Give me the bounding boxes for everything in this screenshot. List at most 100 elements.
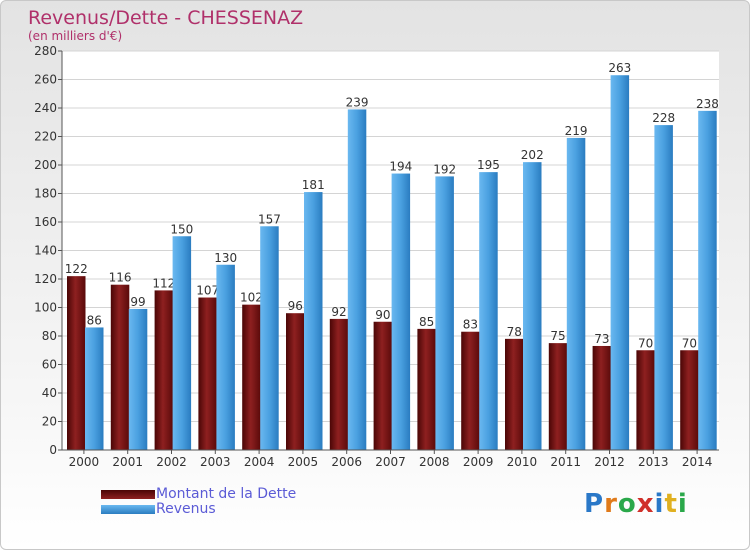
debt-bar — [373, 321, 393, 450]
x-tick-label: 2008 — [419, 455, 450, 469]
revenue-bar — [435, 176, 454, 450]
revenue-bar — [260, 226, 279, 450]
debt-data-label: 70 — [682, 336, 697, 350]
y-tick-label: 0 — [49, 443, 57, 457]
revenue-data-label: 130 — [214, 251, 237, 265]
x-tick-label: 2006 — [331, 455, 362, 469]
x-tick-label: 2003 — [200, 455, 231, 469]
y-tick-label: 200 — [34, 158, 57, 172]
x-tick-label: 2004 — [244, 455, 275, 469]
logo-letter: x — [636, 489, 655, 519]
logo-letter: o — [617, 489, 637, 519]
debt-bar — [680, 350, 699, 450]
y-tick-label: 60 — [42, 358, 57, 372]
legend-label-revenue: Revenus — [156, 501, 216, 517]
debt-data-label: 107 — [196, 284, 219, 298]
chart-title: Revenus/Dette - CHESSENAZ — [28, 7, 304, 29]
debt-data-label: 70 — [638, 336, 653, 350]
y-tick-label: 240 — [34, 101, 57, 115]
debt-data-label: 116 — [109, 271, 132, 285]
legend-item-revenue: Revenus — [101, 501, 341, 517]
debt-bar — [242, 304, 261, 450]
x-tick-label: 2001 — [112, 455, 143, 469]
y-tick-label: 40 — [42, 386, 57, 400]
y-axis: 0 20 40 60 80 100 120 140 160 180 200 220 240 260 280 — [34, 44, 63, 457]
y-tick-label: 220 — [34, 130, 57, 144]
debt-bar — [636, 350, 655, 450]
logo-letter: i — [677, 489, 688, 519]
revenue-bar — [654, 125, 673, 450]
debt-bar — [198, 297, 217, 450]
x-tick-label: 2012 — [594, 455, 625, 469]
debt-data-label: 75 — [550, 329, 565, 343]
debt-bar — [505, 338, 524, 450]
y-tick-label: 280 — [34, 44, 57, 58]
debt-data-label: 96 — [288, 299, 303, 313]
debt-bar — [592, 345, 612, 450]
revenue-data-label: 157 — [258, 212, 281, 226]
revenue-bar — [391, 173, 411, 451]
revenue-data-label: 263 — [608, 61, 631, 75]
revenue-bar — [128, 308, 148, 450]
x-tick-label: 2011 — [550, 455, 581, 469]
debt-bar — [154, 290, 174, 450]
x-tick-label: 2009 — [463, 455, 494, 469]
y-tick-label: 180 — [34, 187, 57, 201]
debt-data-label: 122 — [65, 262, 88, 276]
legend-label-debt: Montant de la Dette — [156, 486, 297, 502]
revenue-data-label: 228 — [652, 111, 675, 125]
x-tick-label: 2002 — [156, 455, 187, 469]
y-tick-label: 80 — [42, 329, 57, 343]
legend: Montant de la Dette Revenus — [101, 486, 341, 517]
revenue-bar — [304, 192, 323, 450]
debt-data-label: 73 — [594, 332, 609, 346]
debt-data-label: 90 — [375, 308, 390, 322]
x-tick-label: 2010 — [507, 455, 538, 469]
debt-data-label: 83 — [463, 318, 478, 332]
debt-bar — [417, 328, 436, 450]
debt-bar — [286, 313, 305, 450]
revenue-bar — [347, 109, 367, 451]
debt-data-label: 78 — [507, 325, 522, 339]
y-tick-label: 140 — [34, 244, 57, 258]
debt-bar — [548, 343, 568, 450]
debt-data-label: 85 — [419, 315, 434, 329]
debt-bar — [461, 331, 480, 450]
y-tick-label: 260 — [34, 73, 57, 87]
x-axis: 2000 2001 2002 2003 2004 2005 2006 2007 2008 2009… — [62, 449, 719, 469]
revenue-bar — [85, 327, 104, 450]
revenue-bar — [216, 264, 235, 450]
revenue-data-label: 192 — [433, 162, 456, 176]
debt-data-label: 92 — [331, 305, 346, 319]
revenue-bar — [610, 75, 630, 450]
revenue-data-label: 195 — [477, 158, 500, 172]
revenue-data-label: 238 — [696, 97, 719, 111]
bars: 122 86 116 99 112 150 107 130 102 157 96 181 92 239 90… — [65, 61, 719, 451]
y-tick-label: 100 — [34, 301, 57, 315]
revenue-bar — [566, 137, 586, 451]
revenue-data-label: 194 — [389, 160, 412, 174]
x-tick-label: 2005 — [288, 455, 319, 469]
proxiti-logo: Proxiti — [584, 489, 688, 519]
debt-data-label: 102 — [240, 291, 263, 305]
logo-letter: t — [664, 489, 678, 519]
revenue-data-label: 219 — [565, 124, 588, 138]
legend-item-debt: Montant de la Dette — [101, 486, 341, 502]
legend-swatch-debt — [101, 490, 155, 499]
revenue-bar — [698, 110, 717, 450]
y-tick-label: 160 — [34, 215, 57, 229]
revenue-data-label: 202 — [521, 148, 544, 162]
revenue-data-label: 86 — [87, 313, 102, 327]
y-tick-label: 20 — [42, 415, 57, 429]
revenue-data-label: 181 — [302, 178, 325, 192]
logo-letter: P — [584, 489, 605, 519]
revenue-bar — [172, 236, 192, 450]
x-tick-label: 2000 — [69, 455, 100, 469]
y-tick-label: 120 — [34, 272, 57, 286]
revenue-bar — [523, 162, 542, 450]
debt-bar — [67, 276, 86, 450]
chart-subtitle: (en milliers d'€) — [28, 29, 123, 43]
revenue-data-label: 150 — [170, 222, 193, 236]
